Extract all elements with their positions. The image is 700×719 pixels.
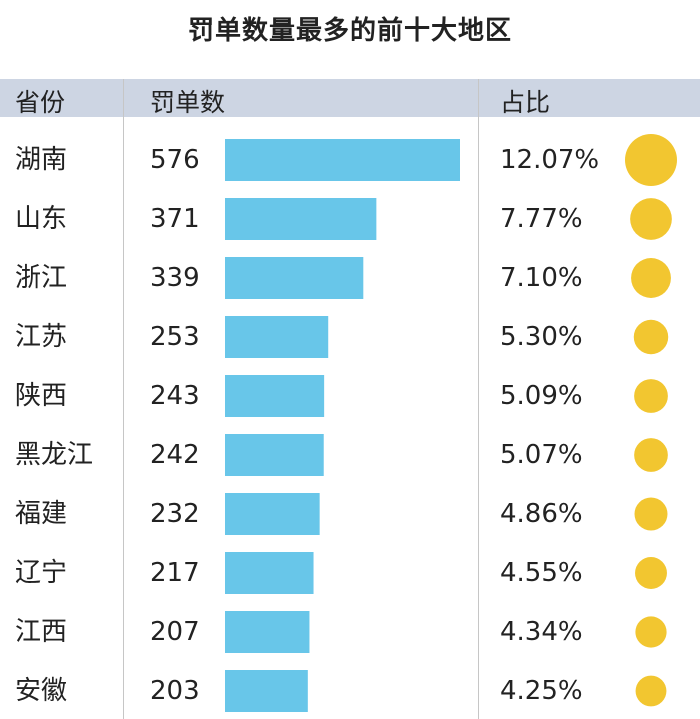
share-circle [634, 379, 668, 413]
province-label: 江西 [15, 617, 67, 647]
count-label: 576 [150, 145, 200, 175]
share-circle [630, 198, 672, 240]
column-header-count: 罚单数 [150, 88, 226, 117]
share-label: 5.07% [500, 440, 583, 470]
column-divider-2 [478, 79, 479, 719]
share-circle [634, 438, 668, 472]
count-bar [225, 493, 320, 535]
share-label: 4.86% [500, 499, 583, 529]
chart-title: 罚单数量最多的前十大地区 [187, 16, 512, 46]
count-label: 217 [150, 558, 200, 588]
count-bar [225, 198, 377, 240]
share-label: 12.07% [500, 145, 599, 175]
share-label: 4.25% [500, 676, 583, 706]
share-label: 7.77% [500, 204, 583, 234]
count-label: 232 [150, 499, 200, 529]
count-bar [225, 257, 364, 299]
count-label: 203 [150, 676, 200, 706]
column-header-share: 占比 [500, 88, 551, 117]
province-label: 福建 [15, 499, 67, 529]
share-label: 5.09% [500, 381, 583, 411]
share-circle [625, 134, 677, 186]
share-circle [631, 258, 671, 298]
count-label: 371 [150, 204, 200, 234]
share-circle [634, 497, 668, 531]
province-label: 湖南 [15, 145, 67, 175]
share-circle [633, 319, 669, 355]
count-bar [225, 316, 329, 358]
count-bar [225, 670, 308, 712]
count-bar [225, 375, 325, 417]
count-label: 253 [150, 322, 200, 352]
column-header-province: 省份 [15, 88, 66, 117]
province-label: 江苏 [15, 322, 67, 352]
count-label: 243 [150, 381, 200, 411]
share-circle [635, 616, 667, 648]
share-label: 4.34% [500, 617, 583, 647]
province-label: 山东 [15, 204, 67, 234]
count-bar [225, 611, 310, 653]
count-label: 242 [150, 440, 200, 470]
count-bar [225, 139, 460, 181]
share-label: 7.10% [500, 263, 583, 293]
count-bar [225, 552, 314, 594]
province-label: 浙江 [15, 263, 67, 293]
province-label: 辽宁 [15, 558, 67, 588]
province-label: 安徽 [15, 676, 67, 706]
province-label: 黑龙江 [15, 440, 93, 470]
count-label: 339 [150, 263, 200, 293]
table-header: 省份 罚单数 占比 [0, 79, 700, 117]
column-divider-1 [123, 79, 124, 719]
province-label: 陕西 [15, 381, 67, 411]
share-label: 4.55% [500, 558, 583, 588]
share-circle [635, 557, 667, 589]
count-label: 207 [150, 617, 200, 647]
count-bar [225, 434, 324, 476]
share-circle [635, 675, 667, 707]
share-label: 5.30% [500, 322, 583, 352]
